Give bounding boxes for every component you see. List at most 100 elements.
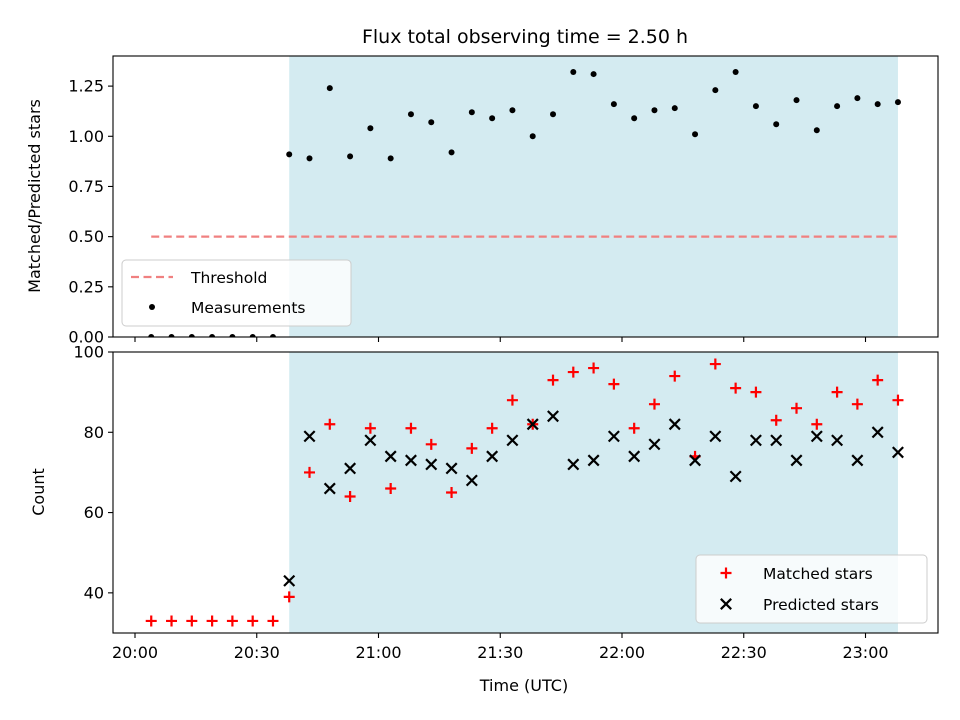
measurement-point	[306, 155, 313, 162]
matched-stars-point	[811, 418, 823, 430]
x-tick-label: 23:00	[842, 643, 888, 662]
bottom-y-tick-label: 80	[84, 423, 104, 442]
x-tick-label: 22:00	[599, 643, 645, 662]
matched-stars-point	[851, 398, 863, 410]
matched-stars-point	[324, 418, 336, 430]
matched-stars-point	[567, 366, 579, 378]
x-tick-label: 20:30	[234, 643, 280, 662]
legend-predicted-label: Predicted stars	[763, 596, 879, 614]
measurement-point	[489, 115, 496, 122]
measurement-point	[168, 334, 175, 337]
measurement-point	[631, 115, 638, 122]
predicted-stars-point	[344, 462, 357, 475]
predicted-stars-point	[810, 430, 823, 443]
measurement-point	[148, 334, 155, 337]
measurement-point	[387, 155, 394, 162]
bottom-y-tick-label: 40	[84, 583, 104, 602]
matched-stars-point	[283, 591, 295, 603]
matched-stars-point	[892, 394, 904, 406]
matched-stars-point	[872, 374, 884, 386]
predicted-stars-point	[384, 450, 397, 463]
measurement-point	[529, 133, 536, 140]
matched-stars-point	[425, 438, 437, 450]
predicted-stars-point	[648, 438, 661, 451]
matched-stars-point	[628, 422, 640, 434]
measurement-point	[468, 109, 475, 116]
matched-stars-point	[506, 394, 518, 406]
bottom-y-tick-label: 60	[84, 503, 104, 522]
measurement-point	[813, 127, 820, 134]
matched-stars-point	[344, 491, 356, 503]
predicted-stars-point	[891, 446, 904, 459]
predicted-stars-point	[587, 454, 600, 467]
top-series-0	[148, 69, 901, 337]
measurement-point	[229, 334, 236, 337]
top-y-tick-label: 0.75	[68, 177, 104, 196]
measurement-point	[773, 121, 780, 128]
x-tick-label: 22:30	[721, 643, 767, 662]
predicted-stars-point	[364, 434, 377, 447]
bottom-panel-counts: 40 60 80 100 20:00 20:30 21:00 21:30 22:00 22:30 2…	[73, 343, 939, 662]
measurement-point	[448, 149, 455, 156]
measurement-point	[286, 151, 293, 158]
predicted-stars-point	[831, 434, 844, 447]
predicted-stars-point	[303, 430, 316, 443]
predicted-stars-point	[547, 410, 559, 423]
bottom-axes-frame	[112, 351, 939, 634]
top-panel-ratio: 0.00 0.25 0.50 0.75 1.00 1.25 Threshold Measure…	[68, 55, 939, 347]
x-tick-label: 20:00	[112, 643, 158, 662]
measurement-point	[894, 99, 901, 106]
matched-stars-point	[669, 370, 681, 382]
measurement-point	[712, 87, 719, 94]
predicted-stars-point	[709, 430, 722, 443]
matched-stars-point	[608, 378, 620, 390]
measurement-point	[188, 334, 195, 337]
matched-stars-point	[304, 466, 316, 478]
predicted-stars-point	[770, 434, 783, 447]
measurement-point	[692, 131, 699, 138]
predicted-stars-point	[567, 458, 580, 471]
predicted-stars-point	[526, 418, 539, 431]
measurement-point	[209, 334, 216, 337]
predicted-stars-point	[689, 454, 702, 467]
top-observing-window	[289, 56, 898, 337]
legend-predicted-swatch	[720, 598, 732, 610]
predicted-stars-point	[871, 426, 884, 439]
matched-stars-point	[405, 422, 417, 434]
bottom-y-tick-label: 100	[73, 343, 104, 362]
matched-stars-point	[791, 402, 803, 414]
x-axis-label: Time (UTC)	[479, 676, 568, 695]
top-y-tick-label: 0.50	[68, 227, 104, 246]
x-tick-label: 21:30	[477, 643, 523, 662]
matched-stars-point	[364, 422, 376, 434]
measurement-point	[671, 105, 678, 112]
matched-stars-point	[145, 615, 157, 627]
matched-stars-point	[831, 386, 843, 398]
measurement-point	[651, 107, 658, 114]
measurement-point	[509, 107, 516, 114]
measurement-point	[550, 111, 557, 118]
measurement-point	[590, 71, 597, 78]
matched-stars-point	[226, 615, 238, 627]
top-axes-frame	[112, 55, 939, 338]
measurement-point	[732, 69, 739, 76]
predicted-stars-point	[607, 430, 620, 443]
measurement-point	[269, 334, 276, 337]
measurement-point	[752, 103, 759, 110]
measurement-point	[407, 111, 414, 118]
bottom-plot-area	[145, 352, 904, 633]
top-legend: Threshold Measurements	[121, 259, 352, 327]
predicted-stars-point	[404, 454, 417, 467]
predicted-stars-point	[486, 450, 499, 463]
matched-stars-point	[547, 374, 559, 386]
matched-stars-point	[166, 615, 178, 627]
legend-measurements-swatch	[149, 304, 155, 310]
matched-stars-point	[588, 362, 600, 374]
matched-stars-point	[267, 615, 279, 627]
predicted-stars-point	[465, 474, 478, 487]
matched-stars-point	[385, 482, 397, 494]
top-y-tick-label: 1.00	[68, 127, 104, 146]
matched-stars-point	[486, 422, 498, 434]
x-tick-label: 21:00	[355, 643, 401, 662]
